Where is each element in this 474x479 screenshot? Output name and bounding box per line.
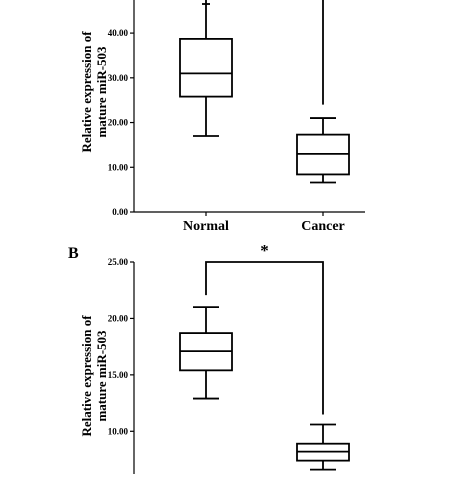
x-category-label: Cancer	[301, 219, 345, 234]
y-axis-label-line: Relative expression of	[79, 31, 94, 153]
significance-bracket	[205, 261, 324, 415]
y-axis-label-line: mature miR-503	[94, 46, 109, 138]
x-category-label: Normal	[183, 219, 229, 234]
y-tick-label: 10.00	[108, 426, 129, 436]
y-tick-label: 20.00	[108, 118, 129, 128]
y-tick-label: 0.00	[112, 207, 128, 217]
y-tick-label: 15.00	[108, 370, 129, 380]
y-axis-label-line: mature miR-503	[94, 330, 109, 422]
panel-label: B	[68, 245, 79, 262]
y-tick-label: 20.00	[108, 313, 129, 323]
iqr-box	[179, 38, 233, 98]
y-axis-label: Relative expression ofmature miR-503	[79, 31, 109, 153]
y-axis-label: Relative expression ofmature miR-503	[79, 315, 109, 437]
y-tick-label: 30.00	[108, 73, 129, 83]
y-tick-label: 40.00	[108, 28, 129, 38]
y-tick-label: 25.00	[108, 257, 129, 267]
y-tick-label: 10.00	[108, 162, 129, 172]
significance-marker: *	[260, 241, 269, 260]
y-axis-label-line: Relative expression of	[79, 315, 94, 437]
